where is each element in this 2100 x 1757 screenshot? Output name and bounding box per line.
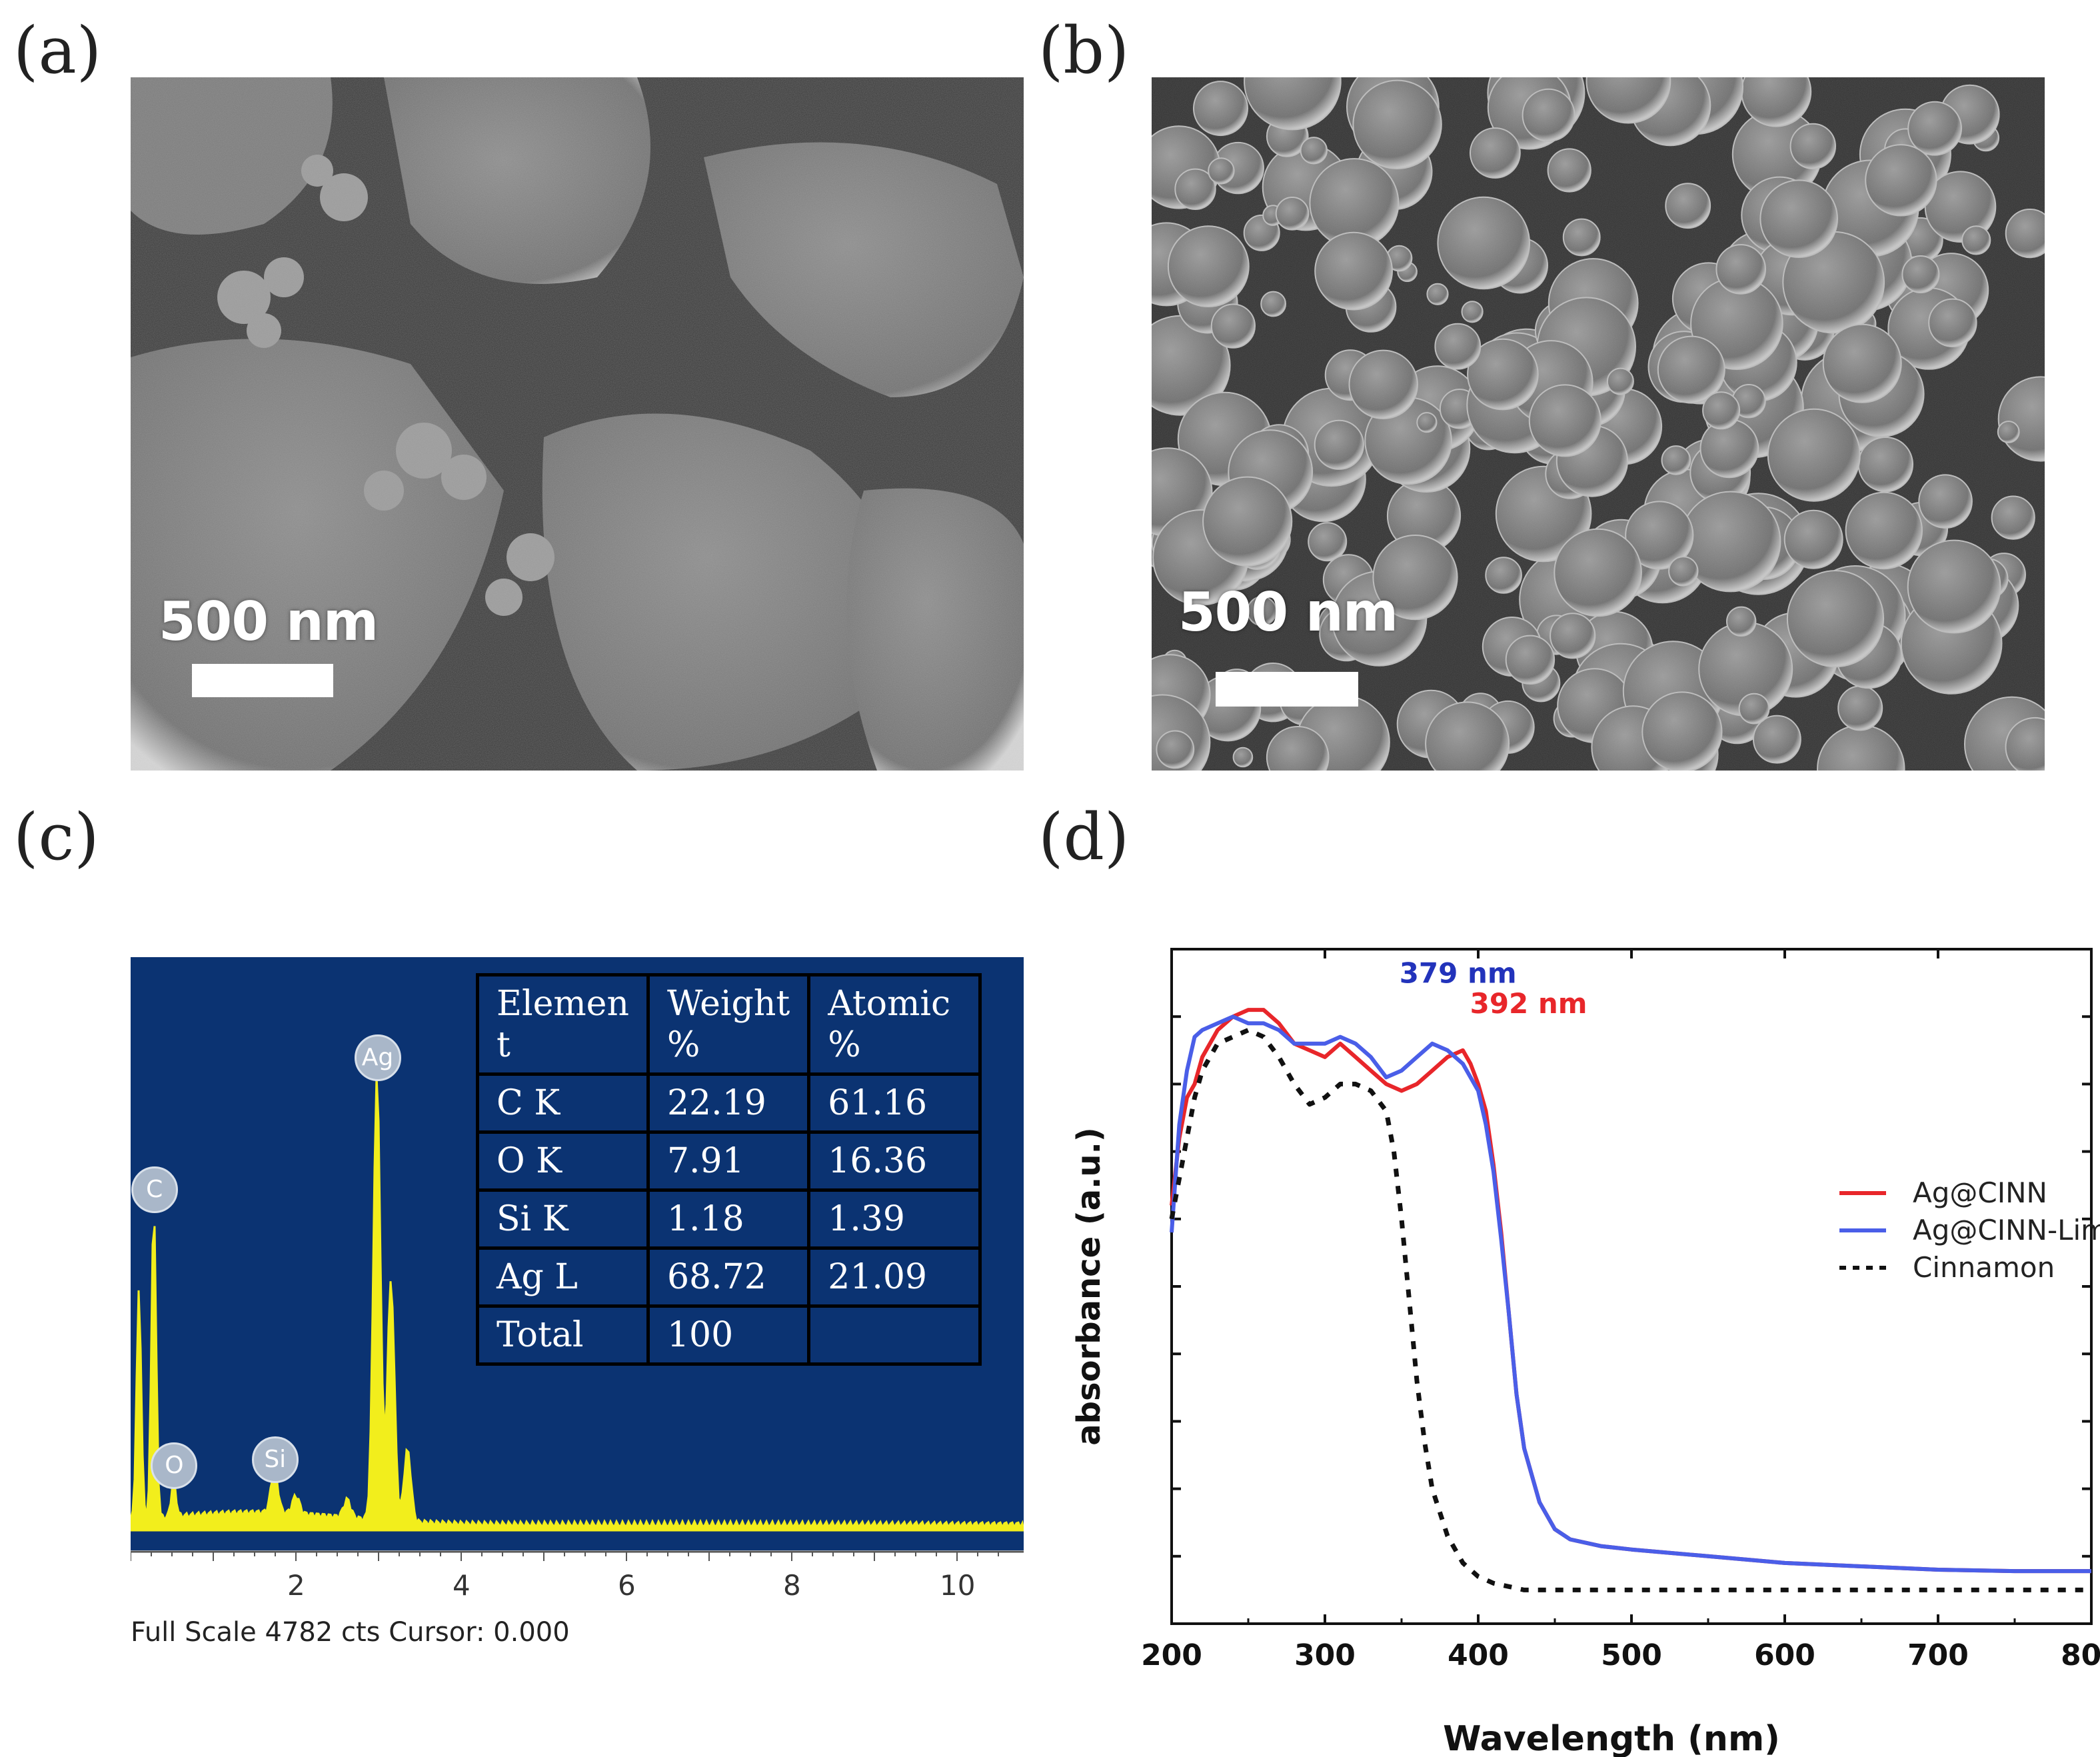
scale-label-b: 500 nm bbox=[1178, 581, 1398, 643]
legend-label: Ag@CINN bbox=[1913, 1176, 2047, 1209]
eds-footer-text: Full Scale 4782 cts Cursor: 0.000 bbox=[131, 1617, 570, 1648]
series-line-ag-cinn bbox=[1170, 1008, 2091, 1574]
y-axis-title: absorbance (a.u.) bbox=[1070, 1127, 1108, 1446]
header-weight: Weight % bbox=[646, 973, 811, 1076]
cell-atomic bbox=[807, 1304, 982, 1366]
x-tick-label: 600 bbox=[1754, 1638, 1815, 1672]
panel-label-a: (a) bbox=[13, 13, 102, 88]
x-tick-label: 300 bbox=[1294, 1638, 1356, 1672]
eds-peak-label: O bbox=[151, 1442, 198, 1489]
cell-element: C K bbox=[476, 1072, 650, 1134]
table-header-row: Elemen t Weight % Atomic % bbox=[476, 973, 982, 1076]
x-tick-label: 400 bbox=[1448, 1638, 1509, 1672]
peak-annotation: 379 nm bbox=[1400, 957, 1517, 990]
table-row: C K 22.19 61.16 bbox=[476, 1072, 982, 1134]
peak-annotation: 392 nm bbox=[1470, 987, 1587, 1020]
eds-plot-area: C O Si Ag Elemen t Weight % Atomic % C K 22… bbox=[131, 957, 1024, 1550]
cell-element: Ag L bbox=[476, 1246, 650, 1308]
eds-peak-label: C bbox=[131, 1166, 178, 1213]
x-tick-label: 500 bbox=[1601, 1638, 1662, 1672]
eds-tick-label: 6 bbox=[618, 1569, 636, 1602]
table-row: Si K 1.18 1.39 bbox=[476, 1188, 982, 1250]
cell-element: O K bbox=[476, 1130, 650, 1192]
eds-tick-label: 8 bbox=[783, 1569, 801, 1602]
eds-tick-label: 2 bbox=[287, 1569, 305, 1602]
scale-bar-b bbox=[1216, 672, 1358, 707]
x-tick-label: 700 bbox=[1907, 1638, 1969, 1672]
series-line-cinnamon bbox=[1169, 1027, 2091, 1592]
eds-peak-label: Si bbox=[251, 1436, 299, 1483]
legend-label: Ag@CINN-Lim bbox=[1913, 1214, 2100, 1246]
panel-label-b: (b) bbox=[1038, 13, 1130, 88]
eds-peak-label: Ag bbox=[354, 1034, 401, 1081]
panel-label-d: (d) bbox=[1038, 800, 1130, 875]
cell-element: Si K bbox=[476, 1188, 650, 1250]
eds-spectrum-line bbox=[131, 1076, 1024, 1532]
cell-atomic: 21.09 bbox=[807, 1246, 982, 1308]
cell-atomic: 16.36 bbox=[807, 1130, 982, 1192]
cell-atomic: 61.16 bbox=[807, 1072, 982, 1134]
cell-weight: 7.91 bbox=[646, 1130, 811, 1192]
cell-weight: 1.18 bbox=[646, 1188, 811, 1250]
sem-image-b: 500 nm bbox=[1152, 77, 2045, 771]
eds-x-axis: 2 4 6 8 10 bbox=[131, 1550, 1024, 1649]
cell-element: Total bbox=[476, 1304, 650, 1366]
x-tick-label: 200 bbox=[1141, 1638, 1202, 1672]
cell-atomic: 1.39 bbox=[807, 1188, 982, 1250]
eds-spectrum-panel: C O Si Ag Elemen t Weight % Atomic % C K 22… bbox=[131, 957, 1024, 1649]
eds-tick-label: 10 bbox=[940, 1569, 976, 1602]
eds-tick-label: 4 bbox=[453, 1569, 471, 1602]
header-element: Elemen t bbox=[476, 973, 650, 1076]
panel-label-c: (c) bbox=[13, 800, 99, 875]
legend-label: Cinnamon bbox=[1913, 1251, 2055, 1284]
uv-vis-chart: 200 300 400 500 600 700 800 Wavelength (nm) abso… bbox=[1060, 920, 2100, 1757]
scale-bar-a bbox=[192, 664, 333, 697]
series-line-ag-cinn-lim bbox=[1170, 1014, 2091, 1574]
header-atomic: Atomic % bbox=[807, 973, 982, 1076]
scale-label-a: 500 nm bbox=[159, 591, 379, 653]
table-row: Total 100 bbox=[476, 1304, 982, 1366]
x-axis-title: Wavelength (nm) bbox=[1443, 1719, 1780, 1757]
cell-weight: 100 bbox=[646, 1304, 811, 1366]
x-tick-label: 800 bbox=[2061, 1638, 2100, 1672]
table-row: O K 7.91 16.36 bbox=[476, 1130, 982, 1192]
sem-image-a: 500 nm bbox=[131, 77, 1024, 771]
eds-composition-table: Elemen t Weight % Atomic % C K 22.19 61.… bbox=[476, 973, 982, 1366]
cell-weight: 22.19 bbox=[646, 1072, 811, 1134]
table-row: Ag L 68.72 21.09 bbox=[476, 1246, 982, 1308]
cell-weight: 68.72 bbox=[646, 1246, 811, 1308]
